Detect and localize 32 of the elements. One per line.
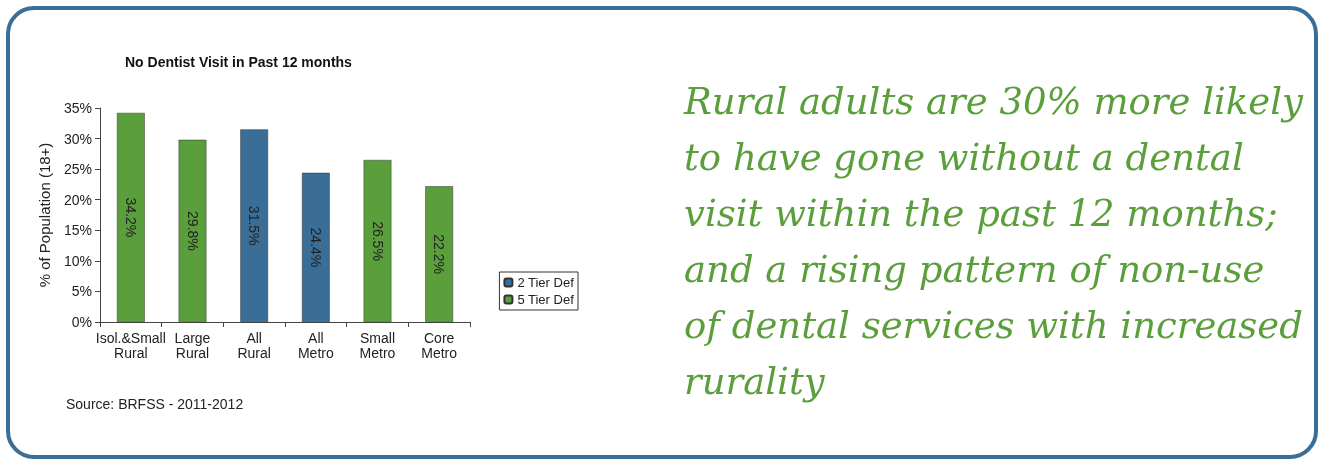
text: Rural adults are 30% more likely to have gone without a dental visit within the past 12 months; and a rising pattern of non-use of dental services with increased rurality	[684, 79, 1304, 405]
bar	[425, 186, 454, 322]
bar	[116, 112, 145, 322]
chart-title: No Dentist Visit in Past 12 months	[125, 54, 353, 70]
y-tick-label: 30%	[63, 130, 92, 147]
x-tick-label: Small Metro	[359, 329, 396, 361]
y-tick-label: 25%	[63, 161, 92, 178]
x-tick-label: All Metro	[297, 329, 334, 361]
x-tick-label: Isol.&Small Rural	[95, 329, 166, 361]
bar	[178, 139, 207, 322]
bar	[301, 172, 330, 322]
x-tick-label: Large Rural	[174, 329, 211, 361]
bar	[240, 129, 269, 322]
y-tick-label: 5%	[71, 283, 92, 300]
y-tick-label: 20%	[63, 191, 92, 208]
y-tick-label: 0%	[71, 314, 92, 330]
data-label: 29.8%	[184, 211, 201, 251]
legend-label: 5 Tier Def	[517, 292, 575, 307]
x-tick-label: Core Metro	[421, 329, 458, 361]
data-label: 22.2%	[431, 234, 448, 274]
y-tick-label: 35%	[63, 100, 92, 116]
data-label: 24.4%	[307, 227, 324, 268]
source-note: Source: BRFSS - 2011-2012	[66, 396, 244, 412]
legend-label: 2 Tier Def	[517, 275, 575, 290]
bar	[363, 159, 392, 322]
y-tick-label: 15%	[63, 222, 92, 239]
y-tick-label: 10%	[63, 252, 92, 269]
data-label: 31.5%	[246, 205, 263, 246]
y-axis-title: % of Population (18+)	[36, 142, 53, 288]
data-label: 34.2%	[122, 197, 139, 238]
data-label: 26.5%	[369, 221, 386, 261]
x-tick-label: All Rural	[237, 329, 271, 361]
